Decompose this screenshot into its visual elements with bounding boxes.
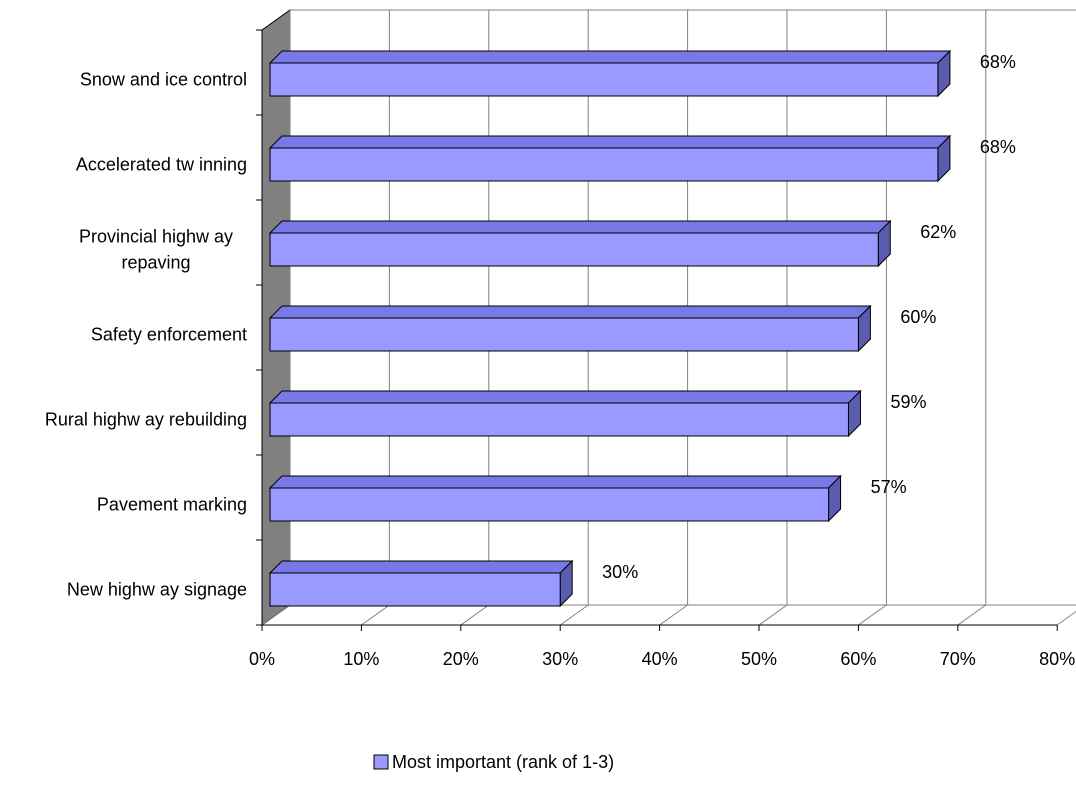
- floor-gridline-40: [659, 604, 688, 626]
- legend: Most important (rank of 1-3): [373, 752, 614, 772]
- floor-gridline-10: [361, 604, 390, 626]
- data-label-5: 59%: [890, 392, 926, 412]
- labels: 68% Snow and ice control 68% Accelerated tw…: [45, 52, 1016, 600]
- bar-top-3: [268, 220, 892, 234]
- bar-front-3: [269, 232, 879, 267]
- floor-gridline-80: [1056, 610, 1076, 626]
- bar-front-2: [269, 147, 939, 182]
- floor-gridline-50: [758, 604, 788, 626]
- bar-7: [268, 559, 574, 608]
- data-label-6: 57%: [871, 477, 907, 497]
- bar-front-4: [269, 317, 859, 352]
- category-label-line: Safety enforcement: [91, 325, 247, 345]
- bar-2: [268, 134, 952, 183]
- category-label-3: Provincial highw ay repaving: [79, 227, 233, 273]
- x-tick-label-70: 70%: [940, 649, 976, 669]
- bar-front-6: [269, 487, 830, 522]
- bar-top-7: [268, 560, 574, 574]
- category-label-line: Rural highw ay rebuilding: [45, 410, 247, 430]
- floor-gridline-60: [858, 604, 887, 626]
- legend-swatch: [373, 754, 389, 770]
- data-label-2: 68%: [980, 137, 1016, 157]
- category-label-6: Pavement marking: [97, 495, 247, 515]
- category-label-4: Safety enforcement: [91, 325, 247, 345]
- x-tick-label-0: 0%: [249, 649, 275, 669]
- legend-label: Most important (rank of 1-3): [392, 752, 614, 772]
- bar-front-5: [269, 402, 849, 437]
- x-tick-label-30: 30%: [542, 649, 578, 669]
- x-tick-label-60: 60%: [840, 649, 876, 669]
- data-label-1: 68%: [980, 52, 1016, 72]
- bar-6: [268, 474, 842, 523]
- bar-3: [268, 219, 892, 268]
- category-label-2: Accelerated tw inning: [76, 155, 247, 175]
- bar-4: [268, 304, 872, 353]
- x-tick-label-40: 40%: [642, 649, 678, 669]
- category-label-line: repaving: [121, 253, 190, 273]
- bar-1: [268, 49, 952, 98]
- floor-gridline-0: [261, 604, 291, 626]
- x-tick-label-10: 10%: [343, 649, 379, 669]
- bar-front-1: [269, 62, 939, 97]
- category-label-line: Pavement marking: [97, 495, 247, 515]
- bar-top-2: [268, 135, 952, 149]
- x-tick-label-80: 80%: [1039, 649, 1075, 669]
- category-label-7: New highw ay signage: [67, 580, 247, 600]
- category-label-1: Snow and ice control: [80, 70, 247, 90]
- data-label-7: 30%: [602, 562, 638, 582]
- bar-front-7: [269, 572, 561, 607]
- bar-top-5: [268, 390, 862, 404]
- bar-top-1: [268, 50, 952, 64]
- x-tick-label-20: 20%: [443, 649, 479, 669]
- category-label-line: New highw ay signage: [67, 580, 247, 600]
- category-label-line: Provincial highw ay: [79, 227, 233, 247]
- data-label-3: 62%: [920, 222, 956, 242]
- category-label-5: Rural highw ay rebuilding: [45, 410, 247, 430]
- floor-gridline-20: [460, 604, 490, 626]
- bars: [268, 49, 952, 608]
- bar-top-6: [268, 475, 842, 489]
- bar-5: [268, 389, 862, 438]
- floor-gridline-70: [957, 604, 987, 626]
- floor-gridline-30: [559, 604, 589, 626]
- category-label-line: Snow and ice control: [80, 70, 247, 90]
- x-tick-label-50: 50%: [741, 649, 777, 669]
- bar-top-4: [268, 305, 872, 319]
- data-label-4: 60%: [900, 307, 936, 327]
- category-label-line: Accelerated tw inning: [76, 155, 247, 175]
- axes: 0% 10% 20% 30% 40% 50% 60% 70% 80%: [249, 29, 1075, 669]
